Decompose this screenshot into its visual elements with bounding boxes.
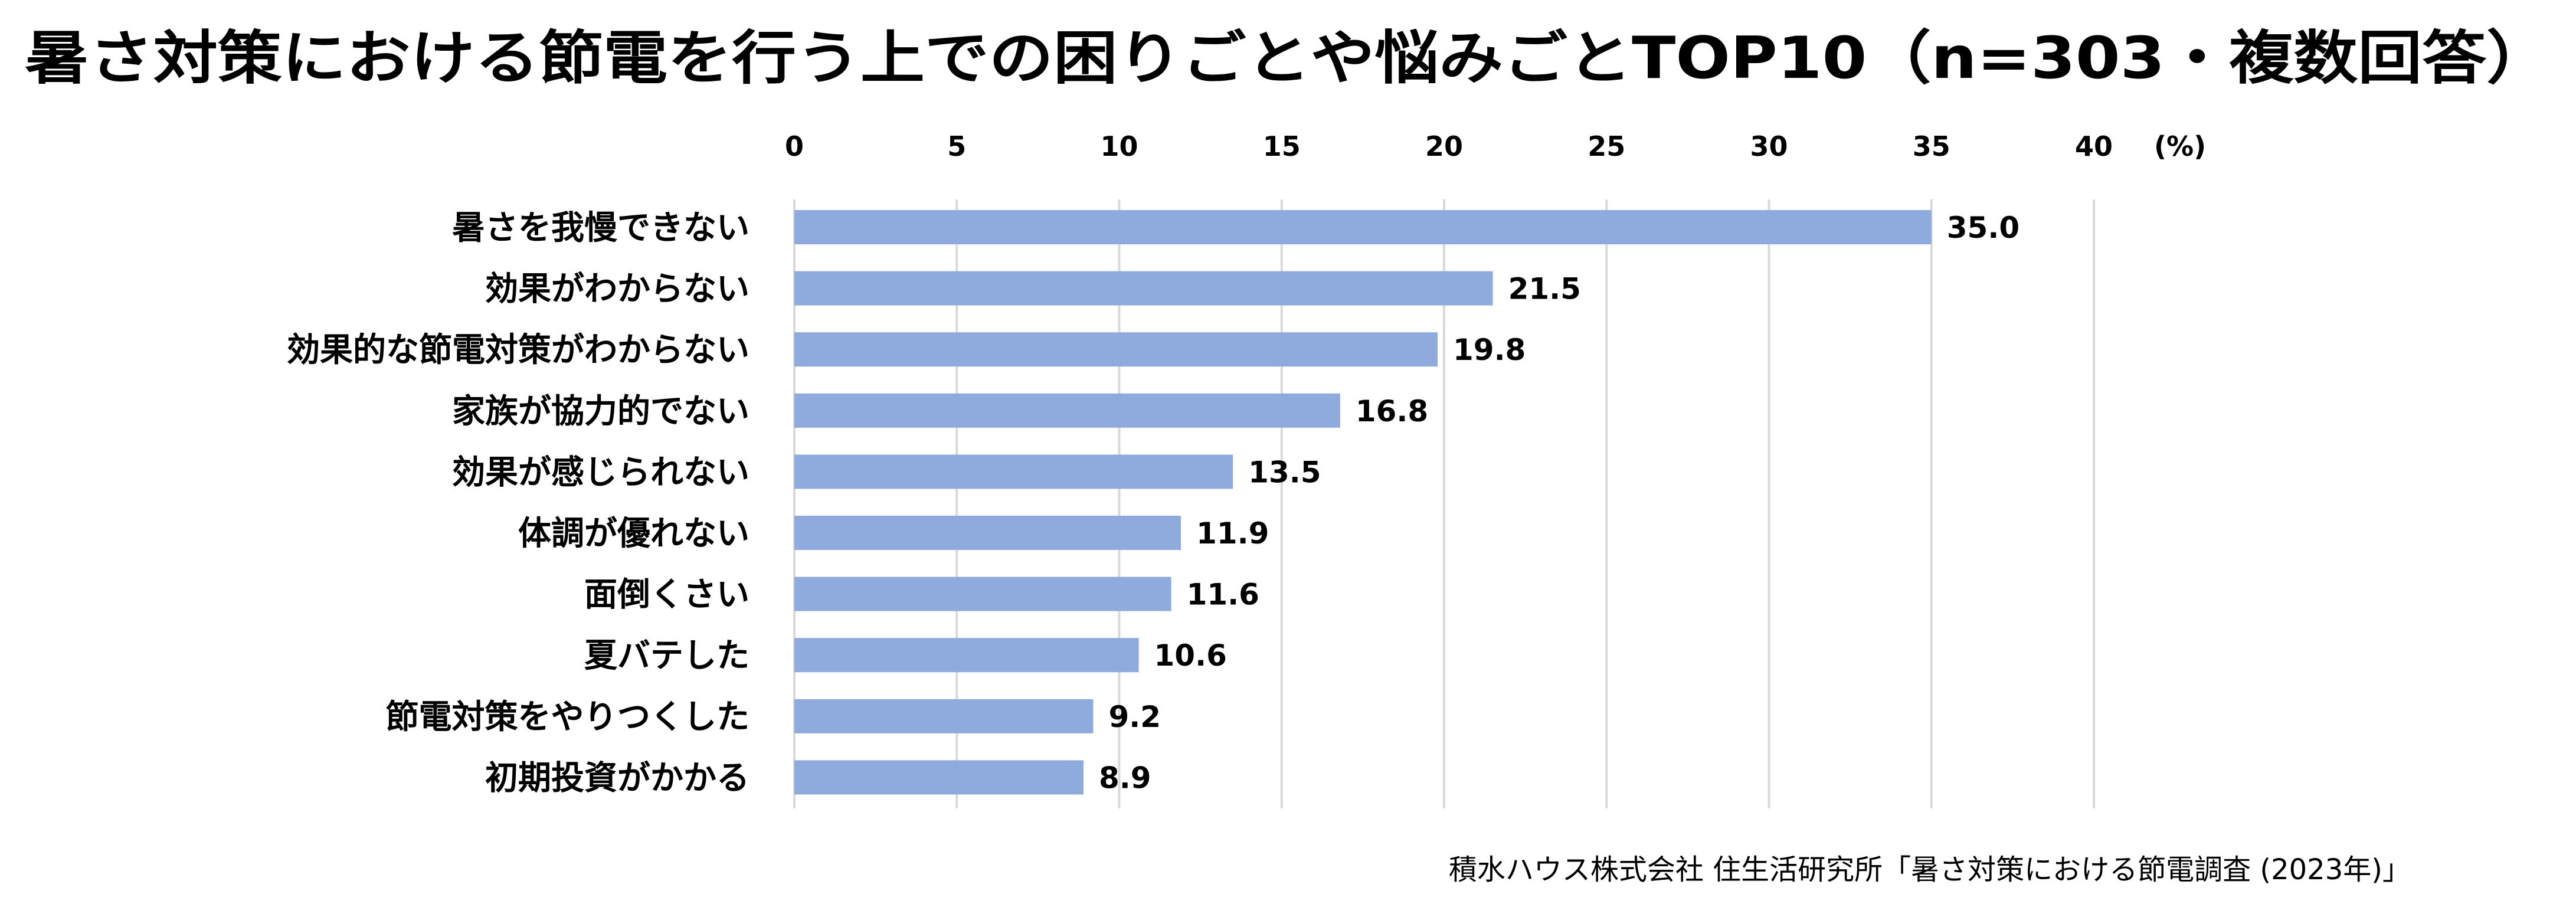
x-tick-label: 30 bbox=[1750, 130, 1788, 162]
category-label: 効果がわからない bbox=[485, 270, 749, 309]
value-label: 11.6 bbox=[1187, 578, 1259, 612]
chart-title: 暑さ対策における節電を行う上での困りごとや悩みごとTOP10（n=303・複数回… bbox=[25, 25, 2551, 92]
value-label: 13.5 bbox=[1248, 455, 1321, 489]
category-label: 初期投資がかかる bbox=[485, 759, 749, 797]
category-label: 夏バテした bbox=[584, 637, 749, 675]
category-label: 家族が協力的でない bbox=[452, 392, 749, 431]
x-tick-label: 20 bbox=[1425, 130, 1463, 162]
category-labels: 暑さを我慢できない効果がわからない効果的な節電対策がわからない家族が協力的でない… bbox=[287, 209, 749, 797]
x-axis-ticks: 0 5 10 15 20 25 30 35 40 bbox=[785, 130, 2113, 162]
x-tick-label: 5 bbox=[947, 130, 966, 162]
bar bbox=[794, 577, 1171, 611]
bar bbox=[794, 210, 1932, 244]
x-tick-label: 15 bbox=[1263, 130, 1301, 162]
category-label: 効果的な節電対策がわからない bbox=[287, 331, 749, 369]
value-labels: 35.0 21.5 19.8 16.8 13.5 11.9 11.6 10.6 9.2 8.9 bbox=[1099, 211, 2019, 795]
x-tick-label: 10 bbox=[1100, 130, 1138, 162]
value-label: 11.9 bbox=[1196, 516, 1269, 551]
value-label: 16.8 bbox=[1356, 394, 1428, 428]
bar bbox=[794, 760, 1084, 795]
bar bbox=[794, 454, 1233, 489]
bar bbox=[794, 271, 1493, 306]
category-label: 効果が感じられない bbox=[452, 453, 749, 492]
category-label: 面倒くさい bbox=[584, 576, 749, 614]
x-tick-label: 35 bbox=[1913, 130, 1950, 162]
value-label: 10.6 bbox=[1154, 638, 1227, 673]
value-label: 19.8 bbox=[1453, 333, 1526, 367]
source-note: 積水ハウス株式会社 住生活研究所「暑さ対策における節電調査 (2023年)」 bbox=[1449, 853, 2411, 886]
category-label: 暑さを我慢できない bbox=[452, 209, 749, 247]
unit-label: (%) bbox=[2154, 130, 2206, 162]
value-label: 21.5 bbox=[1508, 272, 1581, 306]
category-label: 体調が優れない bbox=[518, 515, 749, 553]
bar bbox=[794, 393, 1340, 428]
x-tick-label: 0 bbox=[785, 130, 804, 162]
x-tick-label: 25 bbox=[1588, 130, 1625, 162]
category-label: 節電対策をやりつくした bbox=[385, 698, 749, 736]
x-tick-label: 40 bbox=[2075, 130, 2113, 162]
bars bbox=[794, 210, 1932, 795]
bar bbox=[794, 638, 1139, 673]
bar bbox=[794, 516, 1181, 550]
value-label: 35.0 bbox=[1947, 211, 2019, 245]
value-label: 8.9 bbox=[1099, 761, 1151, 795]
bar bbox=[794, 699, 1094, 733]
value-label: 9.2 bbox=[1108, 700, 1161, 734]
bar bbox=[794, 332, 1438, 367]
